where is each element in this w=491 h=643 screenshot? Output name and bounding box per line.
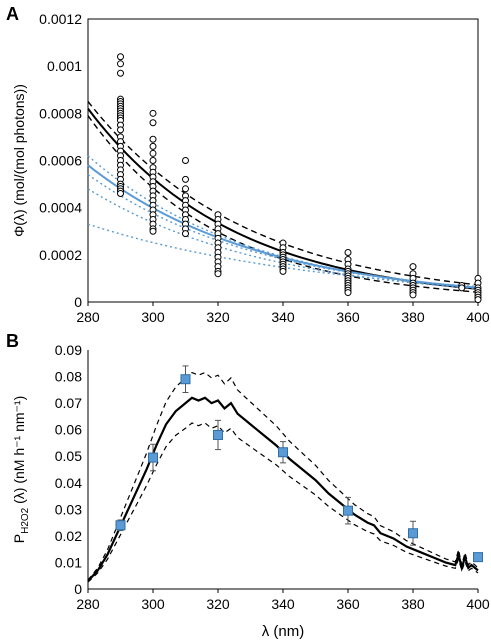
panel-b-x-axis-label: λ (nm) [262, 623, 305, 640]
y-tick-label: 0.04 [55, 475, 82, 491]
x-tick-label: 380 [401, 596, 425, 612]
data-point [149, 142, 157, 150]
data-marker [473, 552, 483, 563]
data-point [117, 60, 124, 68]
x-tick-label: 340 [271, 309, 295, 325]
x-tick-label: 400 [466, 596, 490, 612]
x-tick-label: 300 [141, 596, 165, 612]
data-point [182, 230, 189, 238]
y-tick-label: 0.0004 [39, 200, 82, 216]
data-point [182, 185, 189, 193]
panel-a-y-axis-label: Φ(λ) (mol/(mol photons)) [11, 84, 27, 237]
data-point [474, 296, 482, 304]
panel-b-chart: B 00.010.020.030.040.050.060.070.080.09 … [6, 331, 490, 640]
y-tick-label: 0.02 [55, 528, 82, 544]
panel-a-x-ticks: 280 300 320 340 360 380 400 [76, 302, 490, 325]
data-point [279, 267, 287, 275]
data-marker [408, 528, 418, 539]
x-tick-label: 360 [336, 596, 360, 612]
data-point [149, 149, 157, 157]
data-marker [115, 520, 126, 531]
data-point [117, 190, 124, 198]
data-point [149, 109, 157, 117]
data-point [149, 119, 157, 127]
y-tick-label: 0 [74, 294, 82, 310]
x-tick-label: 360 [336, 309, 360, 325]
panel-a-label: A [6, 4, 19, 24]
x-tick-label: 400 [466, 309, 490, 325]
x-tick-label: 340 [271, 596, 295, 612]
data-point [149, 157, 157, 164]
data-point [182, 157, 189, 164]
panel-b-label: B [6, 331, 19, 351]
data-point [182, 175, 189, 183]
panel-b-y-axis-label: PH2O2 (λ) (nM h⁻¹ nm⁻¹) [11, 396, 31, 543]
y-tick-label: 0.0008 [39, 105, 82, 121]
y-tick-label: 0.0002 [39, 247, 82, 263]
data-point [214, 270, 222, 278]
y-tick-label: 0.06 [55, 422, 82, 438]
panel-b-markers [115, 365, 483, 563]
panel-b-y-ticks: 0 0.01 0.02 0.03 0.04 0.05 0.06 0.07 0.08 0.09 [55, 342, 82, 597]
y-tick-label: 0.01 [55, 554, 82, 570]
data-marker [213, 429, 223, 440]
data-point [344, 289, 352, 297]
x-tick-label: 320 [206, 596, 230, 612]
x-tick-label: 280 [76, 309, 100, 325]
x-tick-label: 320 [206, 309, 230, 325]
data-point [117, 126, 124, 134]
data-marker [278, 447, 288, 458]
data-marker [148, 452, 158, 463]
y-tick-label: 0.001 [47, 58, 82, 74]
data-marker [180, 374, 191, 385]
y-tick-label: 0.0006 [39, 153, 82, 169]
x-tick-label: 380 [401, 309, 425, 325]
x-tick-label: 300 [141, 309, 165, 325]
panel-b-spectrum-lines [87, 371, 479, 583]
data-point [149, 135, 157, 143]
spectrum-line [87, 396, 479, 582]
y-tick-label: 0.03 [55, 501, 82, 517]
data-marker [343, 505, 353, 516]
panel-b-x-ticks: 280 300 320 340 360 380 400 [76, 589, 490, 612]
x-tick-label: 280 [76, 596, 100, 612]
upper-ci-line [87, 371, 479, 581]
panel-a-data-points [117, 53, 482, 304]
data-point [149, 227, 157, 235]
y-tick-label: 0.09 [55, 342, 82, 358]
data-point [344, 248, 352, 256]
y-axis-label-text: PH2O2 (λ) (nM h⁻¹ nm⁻¹) [11, 396, 31, 543]
data-point [117, 53, 124, 61]
data-point [458, 284, 466, 292]
y-tick-label: 0.07 [55, 395, 82, 411]
y-tick-label: 0.0012 [39, 11, 82, 27]
data-point [117, 69, 124, 77]
data-point [409, 291, 417, 299]
panel-a-y-ticks: 0 0.0002 0.0004 0.0006 0.0008 0.001 0.0012 [39, 11, 82, 310]
y-tick-label: 0.05 [55, 448, 82, 464]
y-tick-label: 0 [74, 581, 82, 597]
y-tick-label: 0.08 [55, 369, 82, 385]
panel-a-chart: A 0 0.0002 0.0004 0.0006 0.0008 0.001 0.0012 2… [6, 4, 490, 325]
data-point [409, 263, 417, 271]
